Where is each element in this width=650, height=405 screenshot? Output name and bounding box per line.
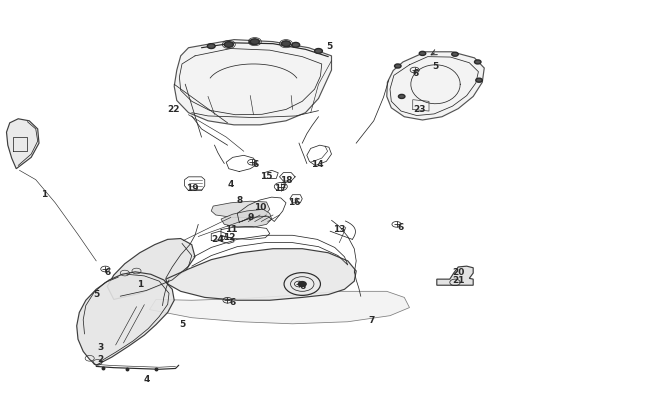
Text: 16: 16: [287, 198, 300, 207]
Text: 14: 14: [311, 160, 324, 168]
Polygon shape: [77, 272, 174, 365]
Circle shape: [250, 40, 259, 45]
Text: 3: 3: [98, 342, 104, 351]
Text: 23: 23: [413, 105, 426, 114]
Text: 1: 1: [136, 279, 143, 288]
Text: 5: 5: [432, 62, 439, 71]
Text: 6: 6: [253, 160, 259, 168]
Text: 8: 8: [236, 196, 242, 205]
Polygon shape: [211, 202, 270, 218]
Polygon shape: [150, 292, 410, 324]
Polygon shape: [221, 210, 272, 228]
Text: 6: 6: [229, 297, 236, 306]
Text: 4: 4: [227, 180, 234, 189]
Text: 4: 4: [143, 374, 150, 383]
Text: 18: 18: [280, 176, 292, 185]
Text: 6: 6: [413, 68, 419, 77]
Polygon shape: [107, 239, 195, 300]
Text: 5: 5: [93, 289, 99, 298]
Text: 5: 5: [179, 320, 185, 328]
Circle shape: [281, 42, 291, 47]
Circle shape: [419, 52, 426, 56]
Text: 11: 11: [225, 224, 238, 233]
Text: 20: 20: [452, 267, 465, 276]
Polygon shape: [166, 249, 356, 301]
Circle shape: [474, 61, 481, 65]
Polygon shape: [437, 266, 473, 286]
Text: 7: 7: [369, 315, 375, 324]
Circle shape: [315, 49, 322, 54]
Circle shape: [398, 95, 405, 99]
Text: 19: 19: [186, 184, 199, 193]
Polygon shape: [6, 119, 39, 169]
Text: 22: 22: [167, 105, 180, 114]
Text: 12: 12: [222, 232, 235, 241]
Polygon shape: [387, 53, 484, 121]
Text: 6: 6: [104, 267, 110, 276]
Text: 17: 17: [274, 184, 287, 193]
Circle shape: [395, 65, 401, 69]
Text: 6: 6: [299, 281, 305, 290]
Text: 10: 10: [254, 202, 266, 211]
Circle shape: [452, 53, 458, 57]
Text: 15: 15: [260, 172, 273, 181]
Circle shape: [224, 43, 233, 48]
Text: 21: 21: [452, 275, 465, 284]
Polygon shape: [174, 40, 332, 126]
Text: 13: 13: [333, 224, 346, 233]
Text: 6: 6: [397, 222, 404, 231]
Circle shape: [476, 79, 482, 83]
Circle shape: [207, 45, 215, 49]
Circle shape: [298, 282, 306, 287]
Text: 24: 24: [211, 234, 224, 243]
Text: 5: 5: [326, 42, 332, 51]
Text: 1: 1: [41, 190, 47, 199]
Circle shape: [292, 43, 300, 48]
Circle shape: [250, 40, 257, 45]
Text: 9: 9: [247, 212, 254, 221]
Text: 2: 2: [98, 354, 104, 363]
